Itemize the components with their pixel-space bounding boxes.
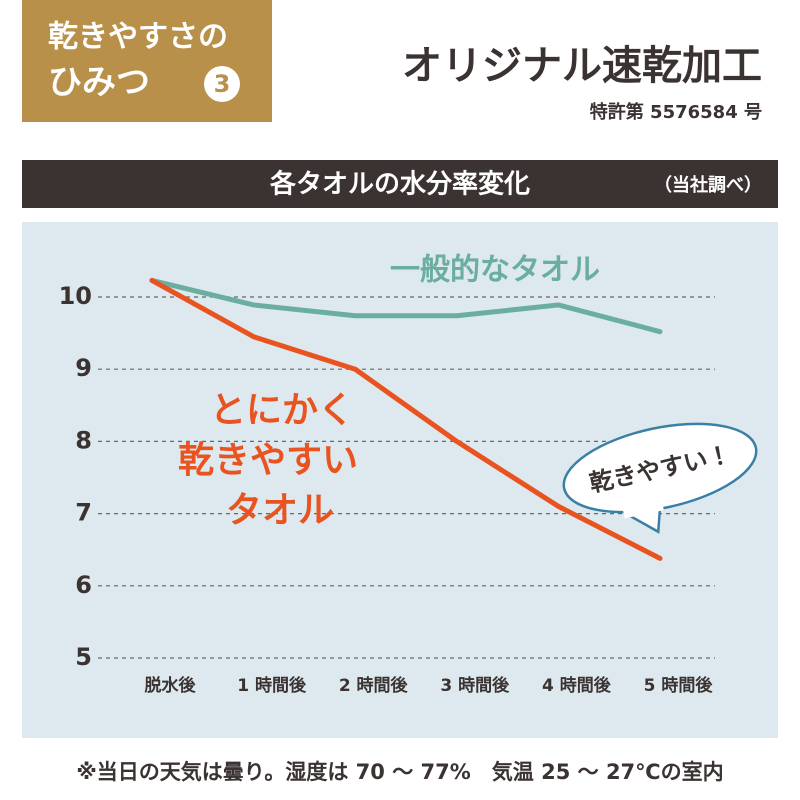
x-tick-label: 4 時間後 bbox=[542, 675, 612, 696]
x-tick-label: 5 時間後 bbox=[644, 675, 714, 696]
y-tick-label: 9 bbox=[75, 354, 92, 382]
series-label: 一般的なタオル bbox=[390, 253, 600, 288]
patent: 特許第 5576584 号 bbox=[590, 101, 762, 123]
series-line bbox=[149, 277, 663, 561]
bubble-body bbox=[562, 422, 758, 514]
page-title: オリジナル速乾加工 bbox=[402, 43, 762, 89]
y-tick-label: 8 bbox=[75, 426, 92, 454]
badge bbox=[22, 0, 272, 122]
chart-title-bar bbox=[22, 160, 778, 208]
speech-bubble: 乾きやすい！ bbox=[562, 422, 758, 534]
y-tick-label: 5 bbox=[75, 643, 92, 671]
series-label: とにかく乾きやすいタオル bbox=[178, 390, 358, 531]
badge-line1: 乾きやすさの bbox=[48, 20, 228, 55]
badge-number: 3 bbox=[214, 70, 231, 98]
series-line bbox=[149, 277, 663, 335]
bubble-join bbox=[622, 500, 664, 519]
x-tick-label: 2 時間後 bbox=[339, 675, 409, 696]
x-tick-label: 3 時間後 bbox=[440, 675, 510, 696]
badge-circle bbox=[204, 66, 240, 102]
x-tick-label: 1 時間後 bbox=[237, 675, 307, 696]
footnote: ※当日の天気は曇り。湿度は 70 〜 77% 気温 25 〜 27℃の室内 bbox=[76, 760, 723, 784]
chart-source: （当社調べ） bbox=[654, 174, 762, 196]
y-tick-label: 6 bbox=[75, 571, 92, 599]
plot: 5 6 7 8 9 10 脱水後 1 時間後 2 時間後 3 時間後 4 時間後 5 時間後 一般的なタ… bbox=[59, 253, 715, 696]
y-tick-label: 10 bbox=[59, 282, 92, 310]
y-tick-label: 7 bbox=[75, 499, 92, 527]
badge-line2: ひみつ bbox=[48, 63, 150, 103]
chart-title: 各タオルの水分率変化 bbox=[269, 169, 530, 200]
x-tick-label: 脱水後 bbox=[145, 675, 197, 696]
